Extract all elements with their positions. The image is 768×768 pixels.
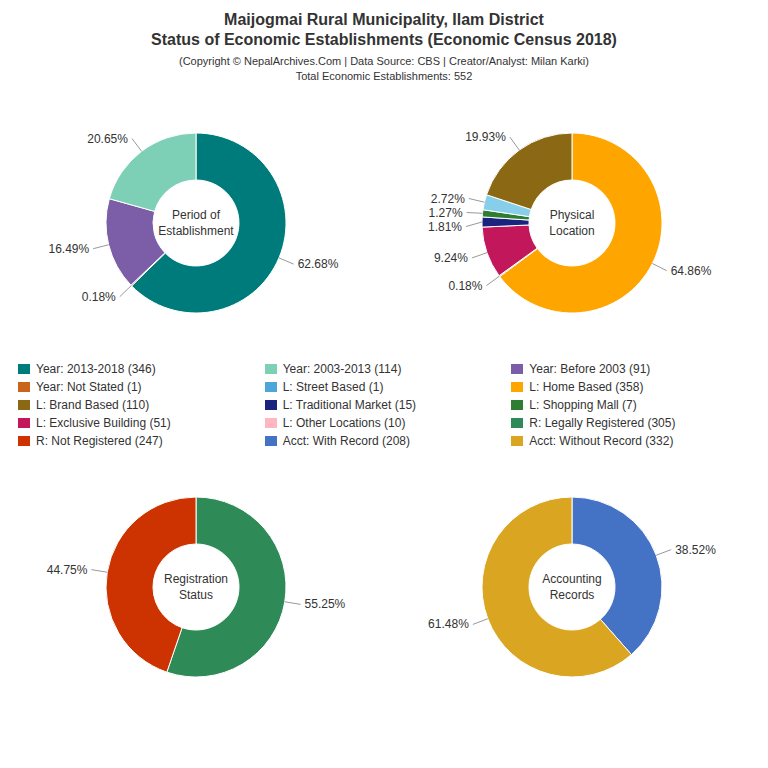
html-text:Period of Establishment: Period of Establishment <box>158 208 234 238</box>
svg-text:64.86%: 64.86% <box>671 264 712 278</box>
svg-text:0.18%: 0.18% <box>82 290 116 304</box>
svg-text:62.68%: 62.68% <box>298 257 339 271</box>
html-text:L: Brand Based (110): L: Brand Based (110) <box>36 398 150 412</box>
svg-text:38.52%: 38.52% <box>675 543 716 557</box>
svg-text:1.27%: 1.27% <box>429 206 463 220</box>
html-text:(Copyright © NepalArchives.Com: (Copyright © NepalArchives.Com | Data So… <box>179 55 589 82</box>
html-text:Accounting Records: Accounting Records <box>542 572 602 602</box>
html-text:Acct: With Record (208): Acct: With Record (208) <box>282 434 410 448</box>
html-text:Year: 2003-2013 (114): Year: 2003-2013 (114) <box>282 362 402 376</box>
html-text:Year: Not Stated (1): Year: Not Stated (1) <box>36 380 142 394</box>
html-text:L: Street Based (1): L: Street Based (1) <box>282 380 384 394</box>
html-text:L: Shopping Mall (7): L: Shopping Mall (7) <box>529 398 637 412</box>
svg-text:19.93%: 19.93% <box>465 130 506 144</box>
svg-text:1.81%: 1.81% <box>428 220 462 234</box>
html-text:Year: Before 2003 (91): Year: Before 2003 (91) <box>529 362 651 376</box>
svg-text:16.49%: 16.49% <box>48 242 89 256</box>
svg-text:20.65%: 20.65% <box>87 132 128 146</box>
html-text:Year: 2013-2018 (346): Year: 2013-2018 (346) <box>36 362 156 376</box>
svg-text:61.48%: 61.48% <box>428 617 469 631</box>
svg-text:44.75%: 44.75% <box>47 563 88 577</box>
html-text:Maijogmai Rural Municipality,: Maijogmai Rural Municipality, Ilam Distr… <box>151 11 617 48</box>
svg-text:55.25%: 55.25% <box>305 597 346 611</box>
html-text:Acct: Without Record (332): Acct: Without Record (332) <box>529 434 674 448</box>
svg-text:2.72%: 2.72% <box>431 192 465 206</box>
html-text:L: Exclusive Building (51): L: Exclusive Building (51) <box>36 416 171 430</box>
html-text:Physical Location: Physical Location <box>549 208 595 238</box>
html-text:L: Other Locations (10): L: Other Locations (10) <box>282 416 406 430</box>
html-text:L: Traditional Market (15): L: Traditional Market (15) <box>282 398 416 412</box>
svg-text:0.18%: 0.18% <box>448 279 482 293</box>
html-text:Registration Status: Registration Status <box>164 572 228 602</box>
html-text:L: Home Based (358): L: Home Based (358) <box>529 380 644 394</box>
html-text:R: Not Registered (247): R: Not Registered (247) <box>36 434 163 448</box>
svg-text:9.24%: 9.24% <box>434 251 468 265</box>
html-text:R: Legally Registered (305): R: Legally Registered (305) <box>529 416 676 430</box>
